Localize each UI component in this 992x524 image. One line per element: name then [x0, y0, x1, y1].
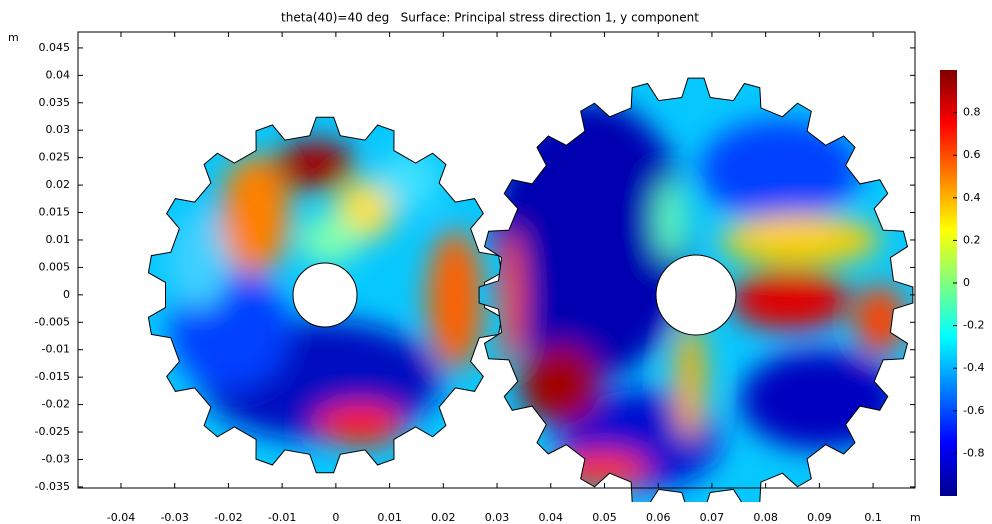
gear-outline — [147, 116, 503, 474]
y-tick-label: 0.025 — [39, 151, 71, 164]
stress-region — [730, 270, 850, 330]
x-tick-label: 0.1 — [864, 511, 882, 524]
colorbar-tick-label: -0.8 — [963, 446, 984, 459]
x-tick-label: 0.04 — [539, 511, 564, 524]
y-tick-label: -0.02 — [42, 398, 70, 411]
x-unit: m — [910, 511, 921, 524]
stress-region — [740, 350, 900, 450]
x-tick-label: -0.04 — [107, 511, 135, 524]
y-tick-label: -0.005 — [35, 315, 70, 328]
stress-region — [498, 230, 522, 370]
stress-region — [520, 345, 600, 425]
y-tick-label: 0.01 — [46, 233, 71, 246]
x-tick-label: -0.01 — [268, 511, 296, 524]
stress-region — [275, 140, 355, 190]
stress-region — [427, 230, 483, 370]
stress-region — [720, 215, 880, 265]
x-tick-label: 0 — [332, 511, 339, 524]
y-tick-label: 0.03 — [46, 123, 71, 136]
y-tick-label: -0.03 — [42, 452, 70, 465]
x-tick-label: -0.02 — [214, 511, 242, 524]
stress-region — [655, 180, 685, 260]
x-tick-label: 0.07 — [700, 511, 725, 524]
y-tick-label: 0.045 — [39, 41, 71, 54]
y-tick-label: -0.01 — [42, 343, 70, 356]
stress-region — [700, 120, 860, 220]
colorbar-tick-label: 0.6 — [963, 148, 981, 161]
colorbar-tick-label: 0.2 — [963, 233, 981, 246]
y-tick-label: -0.015 — [35, 370, 70, 383]
gears — [147, 77, 914, 502]
gear-hole — [292, 262, 358, 328]
y-tick-label: 0.02 — [46, 178, 71, 191]
y-tick-label: 0.005 — [39, 260, 71, 273]
gear-outline — [478, 77, 914, 502]
x-tick-label: -0.03 — [160, 511, 188, 524]
colorbar — [940, 70, 957, 496]
stress-region — [380, 150, 440, 210]
colorbar-tick-label: 0 — [963, 276, 970, 289]
chart-title: theta(40)=40 deg Surface: Principal stre… — [281, 11, 699, 25]
colorbar-tick-label: -0.6 — [963, 404, 984, 417]
y-tick-label: 0.015 — [39, 206, 71, 219]
x-tick-label: 0.01 — [377, 511, 402, 524]
y-unit: m — [8, 31, 19, 44]
y-tick-label: 0 — [63, 288, 70, 301]
y-tick-label: 0.04 — [46, 68, 71, 81]
colorbar-tick-label: -0.4 — [963, 361, 984, 374]
gear-hole — [655, 254, 737, 336]
gear-field — [170, 140, 483, 445]
y-tick-label: 0.035 — [39, 96, 71, 109]
stress-region — [170, 210, 230, 310]
stress-region — [550, 452, 650, 488]
colorbar-tick-label: -0.2 — [963, 319, 984, 332]
stress-region — [220, 155, 290, 275]
plot-frame — [77, 31, 916, 489]
stress-region — [675, 320, 705, 440]
stress-region — [300, 215, 360, 265]
stress-region — [855, 285, 905, 355]
x-tick-label: 0.08 — [753, 511, 778, 524]
y-tick-label: -0.025 — [35, 425, 70, 438]
x-tick-label: 0.06 — [646, 511, 671, 524]
x-tick-label: 0.09 — [807, 511, 832, 524]
colorbar-tick-label: 0.4 — [963, 191, 981, 204]
y-tick-label: -0.035 — [35, 480, 70, 493]
stress-region — [315, 405, 405, 445]
x-tick-label: 0.02 — [431, 511, 456, 524]
x-tick-label: 0.03 — [485, 511, 510, 524]
x-tick-label: 0.05 — [592, 511, 617, 524]
colorbar-tick-label: 0.8 — [963, 106, 981, 119]
